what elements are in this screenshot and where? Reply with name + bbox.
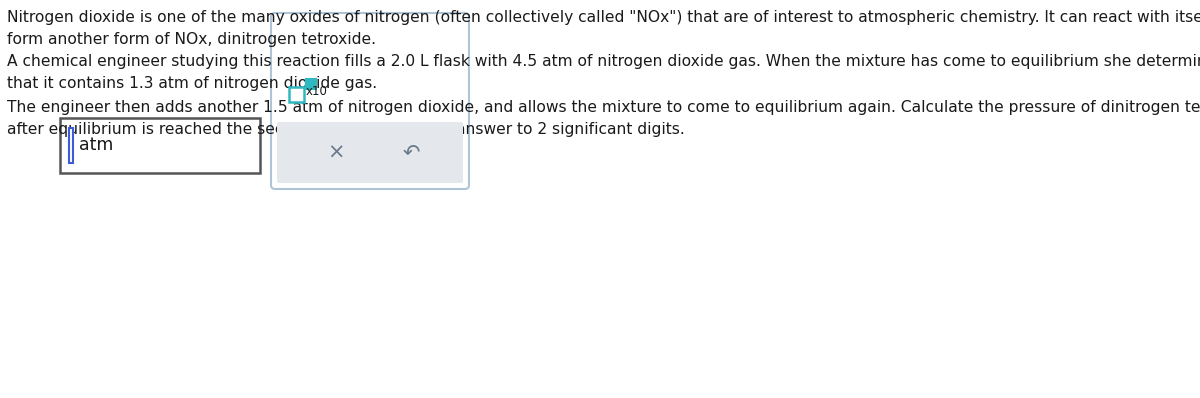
Text: ↶: ↶ (403, 142, 420, 162)
Text: atm: atm (79, 137, 113, 154)
FancyBboxPatch shape (289, 87, 304, 102)
FancyBboxPatch shape (60, 118, 260, 173)
Text: A chemical engineer studying this reaction fills a 2.0 L flask with 4.5 atm of n: A chemical engineer studying this reacti… (7, 54, 1200, 69)
Text: form another form of NOx, dinitrogen tetroxide.: form another form of NOx, dinitrogen tet… (7, 32, 376, 47)
FancyBboxPatch shape (70, 128, 73, 163)
Text: that it contains 1.3 atm of nitrogen dioxide gas.: that it contains 1.3 atm of nitrogen dio… (7, 76, 377, 91)
FancyBboxPatch shape (277, 122, 463, 183)
FancyBboxPatch shape (306, 79, 316, 89)
Text: The engineer then adds another 1.5 atm of nitrogen dioxide, and allows the mixtu: The engineer then adds another 1.5 atm o… (7, 100, 1200, 115)
Text: after equilibrium is reached the second time. Round your answer to 2 significant: after equilibrium is reached the second … (7, 122, 685, 137)
Text: Nitrogen dioxide is one of the many oxides of nitrogen (often collectively calle: Nitrogen dioxide is one of the many oxid… (7, 10, 1200, 25)
Text: x10: x10 (306, 85, 328, 98)
Text: ×: × (328, 142, 344, 162)
FancyBboxPatch shape (271, 13, 469, 189)
